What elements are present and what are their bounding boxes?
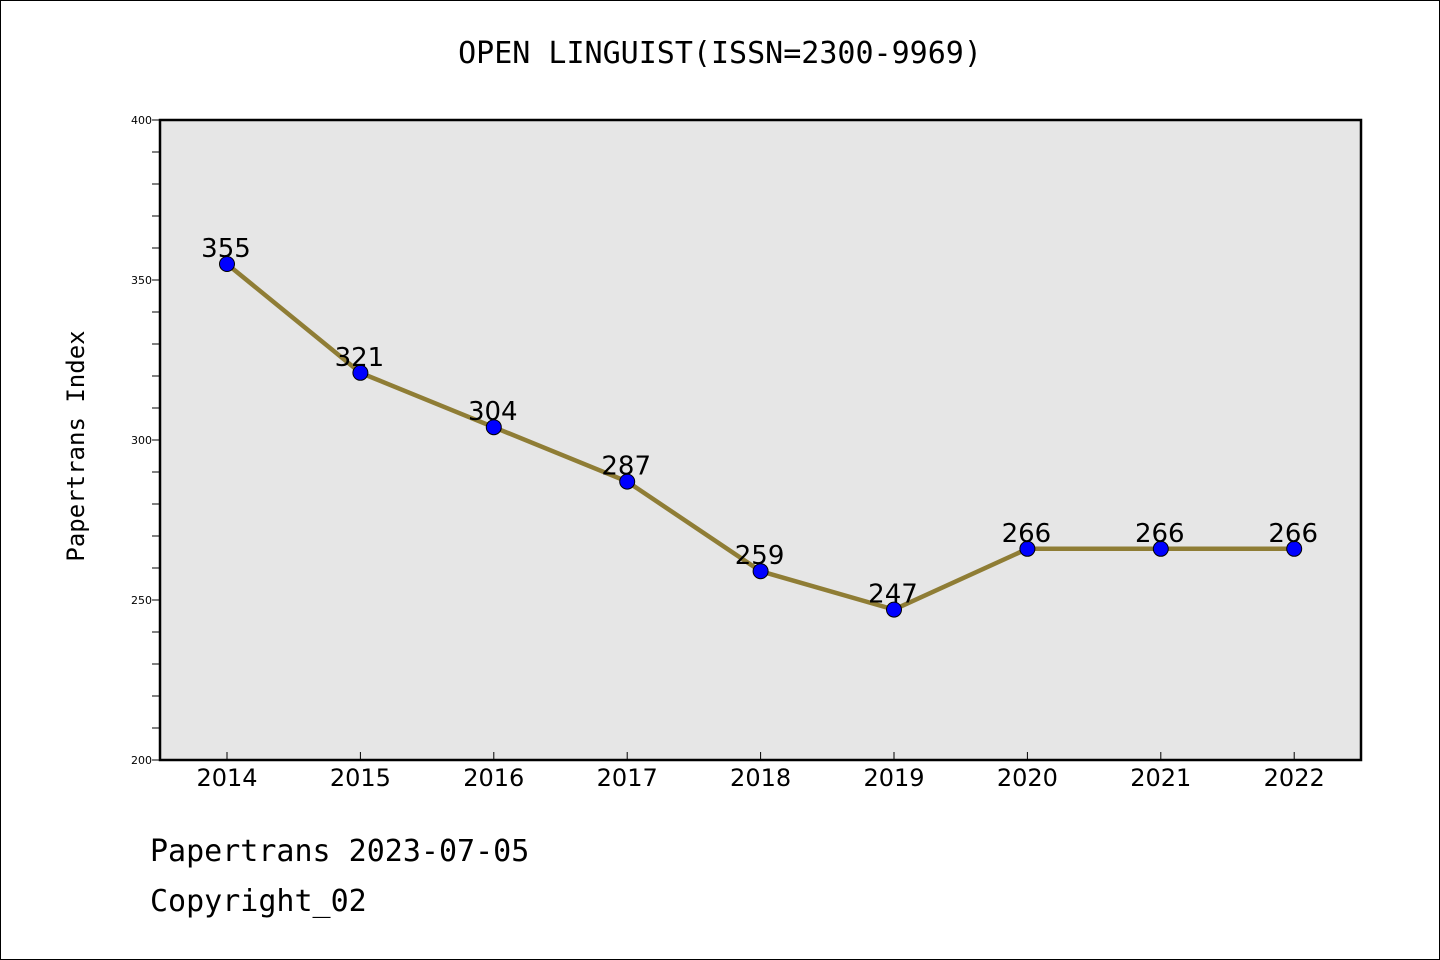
y-tick-label: 300 <box>131 434 152 447</box>
y-tick-label: 250 <box>131 594 152 607</box>
data-label: 266 <box>1268 519 1318 549</box>
data-label: 247 <box>868 580 918 610</box>
x-tick-label: 2015 <box>330 764 391 792</box>
footer-copyright: Copyright_02 <box>150 884 367 919</box>
plot-border <box>158 118 1363 762</box>
data-point <box>1286 540 1303 557</box>
x-tick-label: 2016 <box>463 764 524 792</box>
x-tick-label: 2018 <box>730 764 791 792</box>
chart-title: OPEN LINGUIST(ISSN=2300-9969) <box>458 36 982 71</box>
y-tick-label: 400 <box>131 114 152 127</box>
x-tick-label: 2022 <box>1264 764 1325 792</box>
data-point <box>352 364 369 381</box>
x-tick-label: 2014 <box>196 764 257 792</box>
data-point <box>619 473 636 490</box>
data-label: 355 <box>201 234 251 264</box>
y-tick-label: 350 <box>131 274 152 287</box>
data-point <box>886 601 902 618</box>
data-point <box>1019 540 1036 557</box>
y-tick-label: 200 <box>131 754 152 767</box>
data-point <box>752 563 769 580</box>
y-axis-label: Papertrans Index <box>62 330 90 561</box>
data-label: 266 <box>1135 519 1185 549</box>
data-point <box>1152 540 1169 557</box>
plot-area <box>160 120 1361 760</box>
data-point <box>219 256 235 272</box>
x-tick-label: 2017 <box>597 764 658 792</box>
x-tick-label: 2020 <box>997 764 1058 792</box>
x-tick-label: 2021 <box>1130 764 1191 792</box>
data-label: 304 <box>468 397 518 427</box>
data-label: 266 <box>1002 519 1052 549</box>
x-tick-label: 2019 <box>863 764 924 792</box>
data-label: 259 <box>735 541 785 571</box>
data-point <box>485 419 502 436</box>
footer-source-date: Papertrans 2023-07-05 <box>150 834 530 869</box>
data-label: 287 <box>601 452 651 482</box>
data-label: 321 <box>335 343 385 373</box>
